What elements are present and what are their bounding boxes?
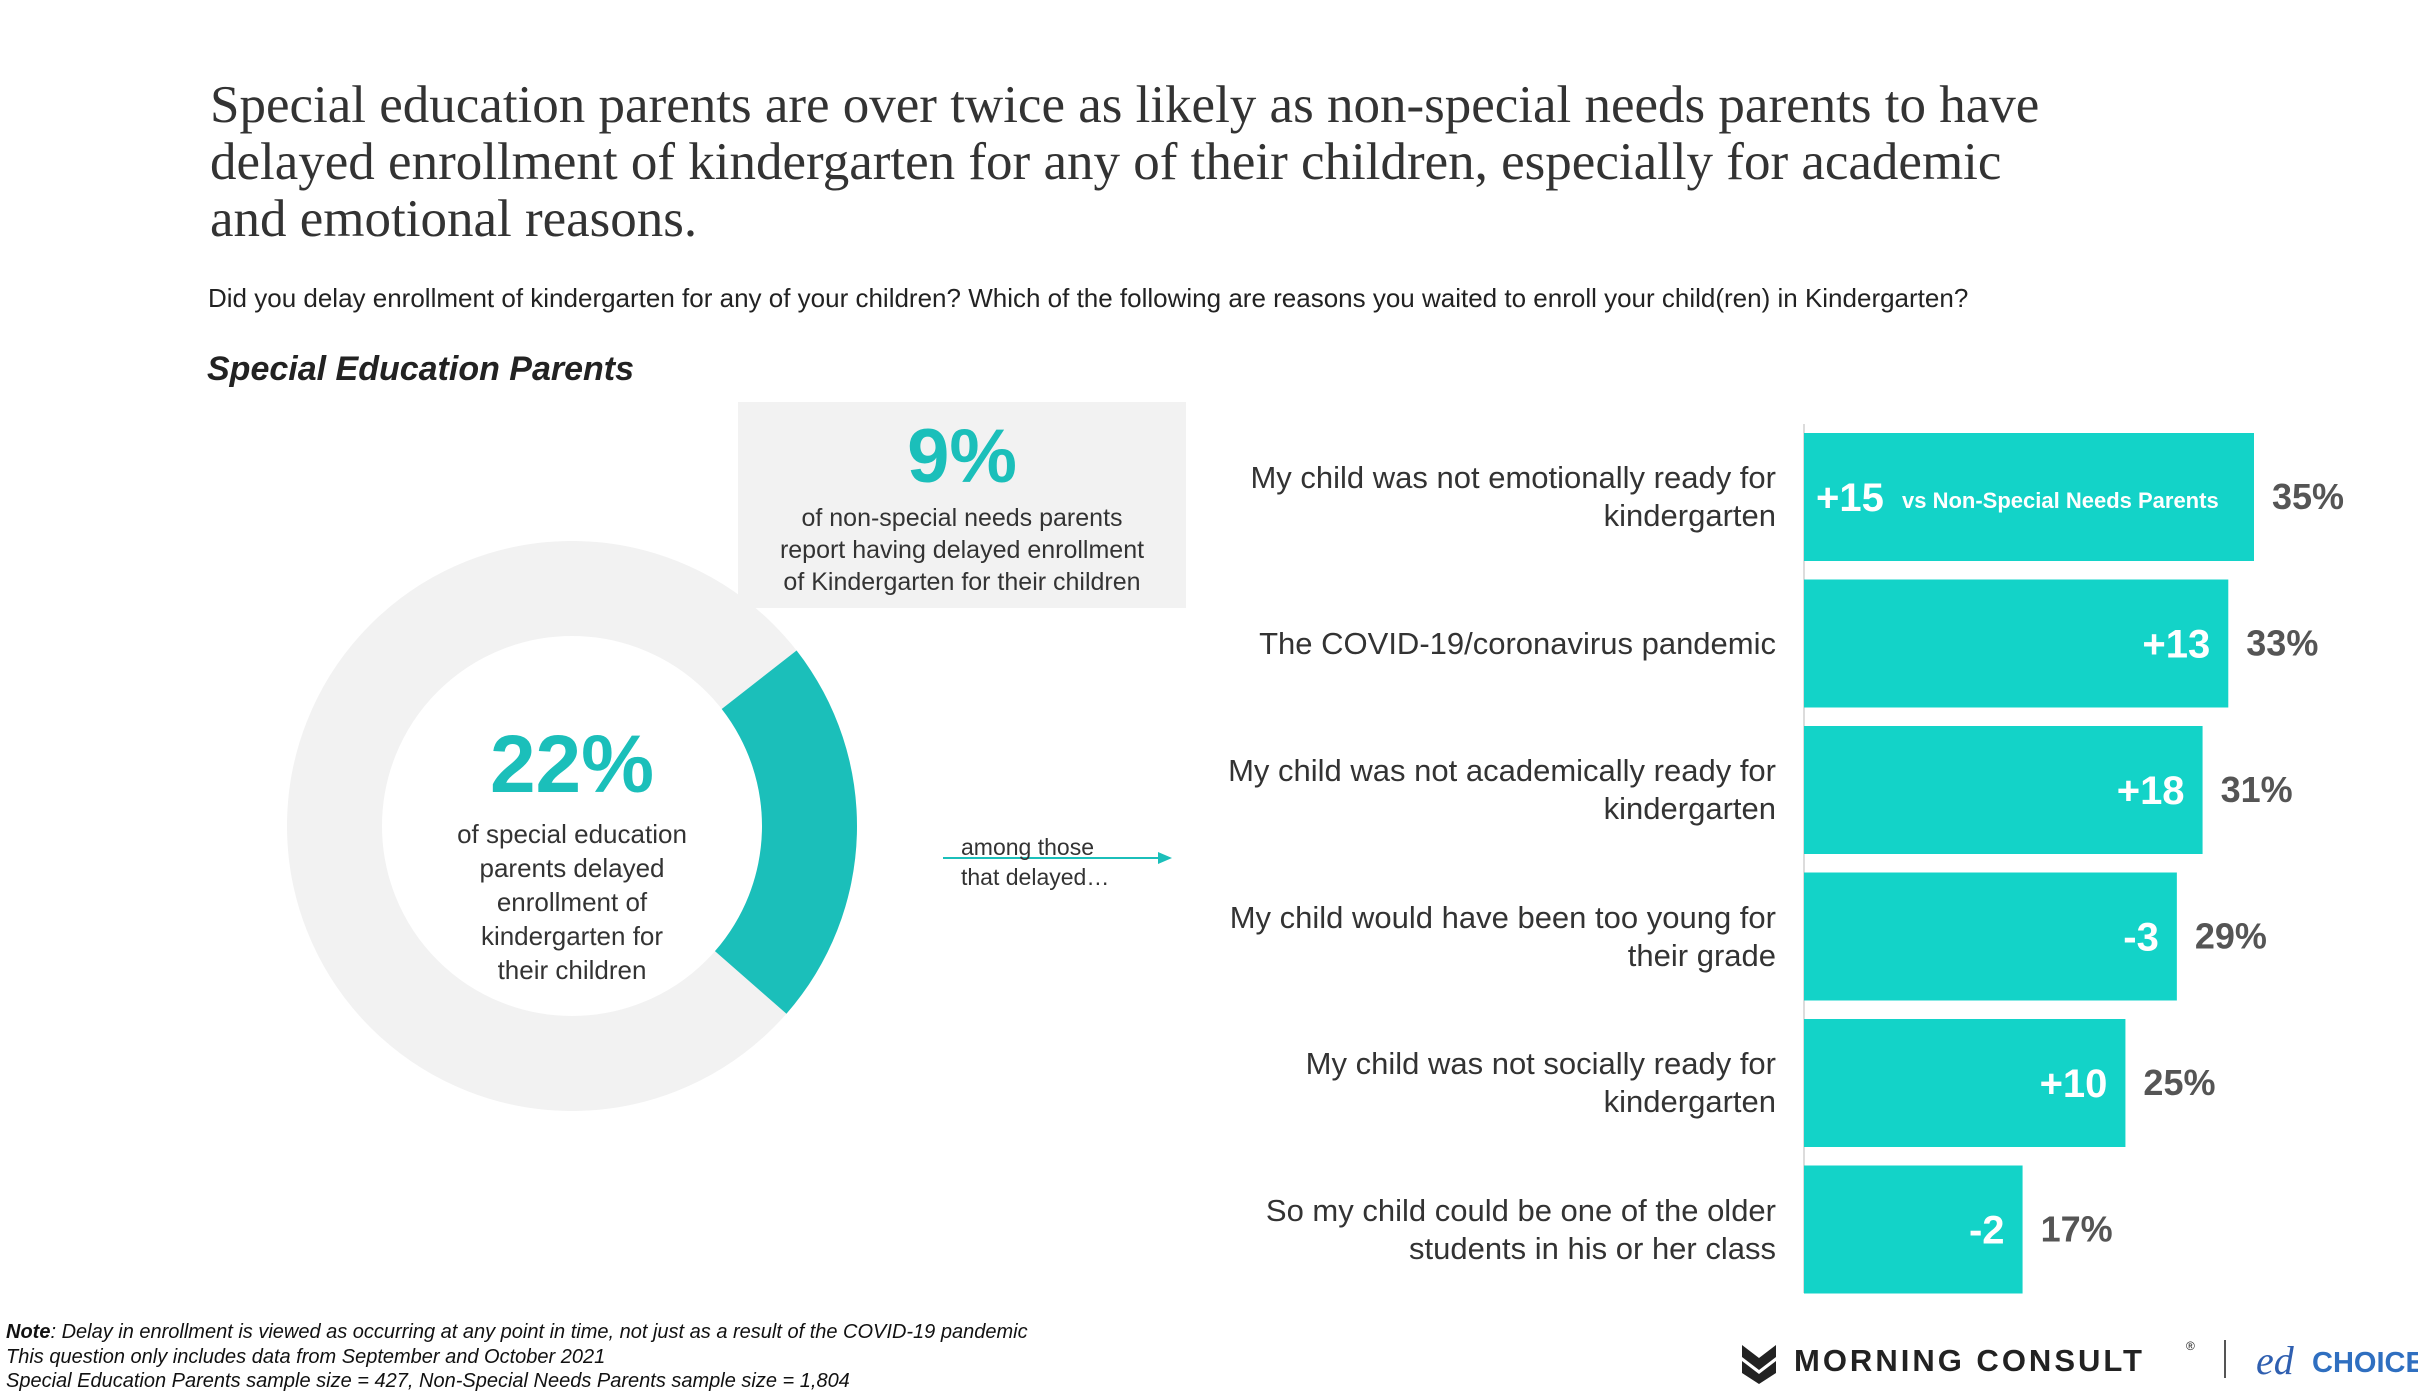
- value-label: 33%: [2246, 623, 2318, 664]
- logo-ed: ed: [2256, 1338, 2295, 1383]
- connector-arrowhead: [1158, 852, 1172, 864]
- subtitle: Did you delay enrollment of kindergarten…: [208, 283, 1968, 313]
- logo-icon: [1742, 1345, 1776, 1370]
- callout-text: of Kindergarten for their children: [783, 568, 1140, 596]
- logo-icon: [1742, 1361, 1776, 1384]
- difference-note: vs Non-Special Needs Parents: [1902, 488, 2219, 513]
- note-line: Note: Delay in enrollment is viewed as o…: [6, 1321, 1028, 1343]
- bar: [1804, 872, 2177, 1001]
- section-label: Special Education Parents: [207, 350, 634, 388]
- value-label: 17%: [2041, 1209, 2113, 1250]
- difference-label: -3: [2123, 916, 2159, 960]
- category-label: The COVID-19/coronavirus pandemic: [1259, 625, 1776, 661]
- category-label: My child would have been too young for t…: [1229, 899, 1776, 973]
- title-line: and emotional reasons.: [210, 190, 697, 248]
- callout-box: [738, 402, 1186, 608]
- donut-segment: [714, 650, 857, 1014]
- difference-label: +15: [1816, 476, 1884, 520]
- difference-label: +13: [2142, 623, 2210, 667]
- bar: [1804, 433, 2254, 561]
- bar: [1804, 1165, 2023, 1294]
- value-label: 25%: [2143, 1062, 2215, 1103]
- donut-center-text: their children: [498, 955, 647, 985]
- logo-choice: CHOICE: [2312, 1347, 2418, 1379]
- donut-center-text: kindergarten for: [481, 921, 663, 951]
- category-label: My child was not emotionally ready for k…: [1250, 460, 1776, 533]
- bar: [1804, 726, 2203, 854]
- donut-center-text: parents delayed: [479, 853, 664, 883]
- callout-headline: 9%: [907, 414, 1017, 499]
- difference-label: +18: [2117, 769, 2185, 813]
- logo-mark: ®: [2186, 1339, 2195, 1353]
- bar: [1804, 1019, 2126, 1147]
- donut-center-text: of special education: [457, 819, 687, 849]
- value-label: 29%: [2195, 916, 2267, 957]
- logo-text: MORNING CONSULT: [1794, 1343, 2145, 1378]
- callout-text: report having delayed enrollment: [780, 536, 1144, 564]
- title-line: Special education parents are over twice…: [210, 76, 2039, 134]
- donut-value-label: 22%: [490, 719, 654, 810]
- note-text: : Delay in enrollment is viewed as occur…: [50, 1321, 1027, 1343]
- callout-text: of non-special needs parents: [801, 504, 1122, 532]
- value-label: 31%: [2221, 769, 2293, 810]
- value-label: 35%: [2272, 476, 2344, 517]
- difference-label: +10: [2040, 1062, 2108, 1106]
- category-label: My child was not academically ready for …: [1228, 753, 1776, 826]
- note-label: Note: [6, 1321, 50, 1343]
- connector-text: that delayed…: [961, 864, 1109, 890]
- difference-label: -2: [1969, 1209, 2005, 1253]
- bar: [1804, 579, 2229, 708]
- note-line: This question only includes data from Se…: [6, 1346, 605, 1368]
- donut-center-text: enrollment of: [497, 887, 648, 917]
- category-label: My child was not socially ready for kind…: [1305, 1046, 1776, 1119]
- category-label: So my child could be one of the older st…: [1265, 1192, 1776, 1266]
- note-line: Special Education Parents sample size = …: [6, 1370, 850, 1392]
- title-line: delayed enrollment of kindergarten for a…: [210, 133, 2001, 191]
- connector-text: among those: [961, 834, 1094, 860]
